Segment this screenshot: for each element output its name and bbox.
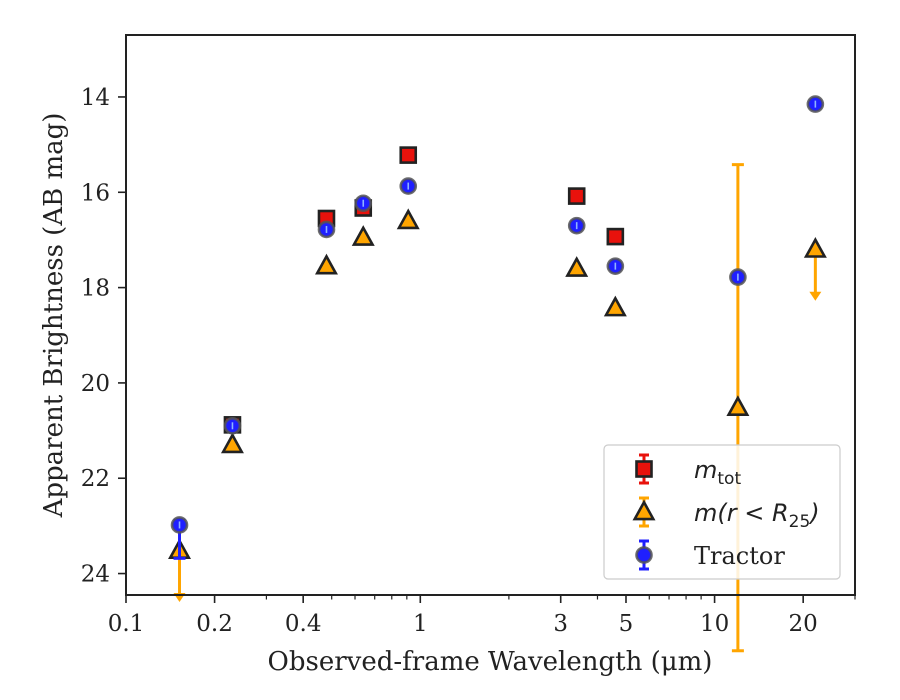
data-point: [351, 225, 375, 246]
series-square: [223, 146, 625, 434]
x-tick-label: 0.2: [196, 611, 233, 637]
data-point: [314, 253, 338, 275]
data-point: [565, 256, 589, 277]
x-axis-label: Observed-frame Wavelength (μm): [268, 647, 713, 677]
legend-label-subscript: 25: [789, 512, 811, 532]
x-tick-label: 0.1: [108, 611, 145, 637]
legend-label: m(r < R25): [694, 499, 820, 532]
x-tick-label: 5: [619, 611, 634, 637]
legend-label-main: Tractor: [694, 542, 785, 570]
y-tick-label: 22: [81, 466, 110, 492]
legend-marker: [632, 499, 656, 521]
x-tick-label: 0.4: [285, 611, 322, 637]
y-tick-label: 24: [81, 562, 110, 588]
legend: mtot m(r < R25) Tractor: [603, 444, 841, 580]
x-tick-label: 20: [789, 611, 818, 637]
y-tick-label: 18: [81, 276, 110, 302]
data-point: [603, 295, 627, 317]
y-tick-label: 14: [81, 85, 110, 111]
y-tick-label: 16: [81, 180, 110, 206]
y-tick-label: 20: [81, 371, 110, 397]
data-point: [606, 227, 625, 246]
frame-group: [125, 34, 856, 596]
data-point: [726, 395, 750, 417]
series-circle: [170, 95, 825, 560]
legend-label-main: m: [694, 456, 717, 484]
data-group: [168, 95, 827, 653]
data-point: [399, 146, 418, 164]
x-tick-label: 1: [413, 611, 428, 637]
legend-label-tail: ): [808, 499, 819, 527]
legend-box: [603, 444, 841, 580]
x-tick-label: 10: [700, 611, 729, 637]
x-tick-label: 3: [553, 611, 568, 637]
legend-label: Tractor: [694, 542, 785, 570]
data-point: [567, 187, 586, 205]
axes-group: 0.1 0.2 0.4 1 3 5 10 20 14 16 18 20 22 24: [81, 85, 856, 637]
plot-frame: [125, 34, 856, 596]
legend-marker: [635, 546, 653, 564]
data-point: [220, 432, 244, 454]
y-axis-label: Apparent Brightness (AB mag): [39, 113, 69, 519]
legend-label: mtot: [694, 456, 741, 489]
upper-limit-arrow: [809, 291, 822, 301]
legend-label-subscript: tot: [717, 469, 741, 489]
data-point: [396, 208, 420, 230]
legend-label-main: m(r < R: [694, 499, 789, 527]
legend-marker: [635, 460, 653, 478]
data-point: [803, 237, 827, 258]
